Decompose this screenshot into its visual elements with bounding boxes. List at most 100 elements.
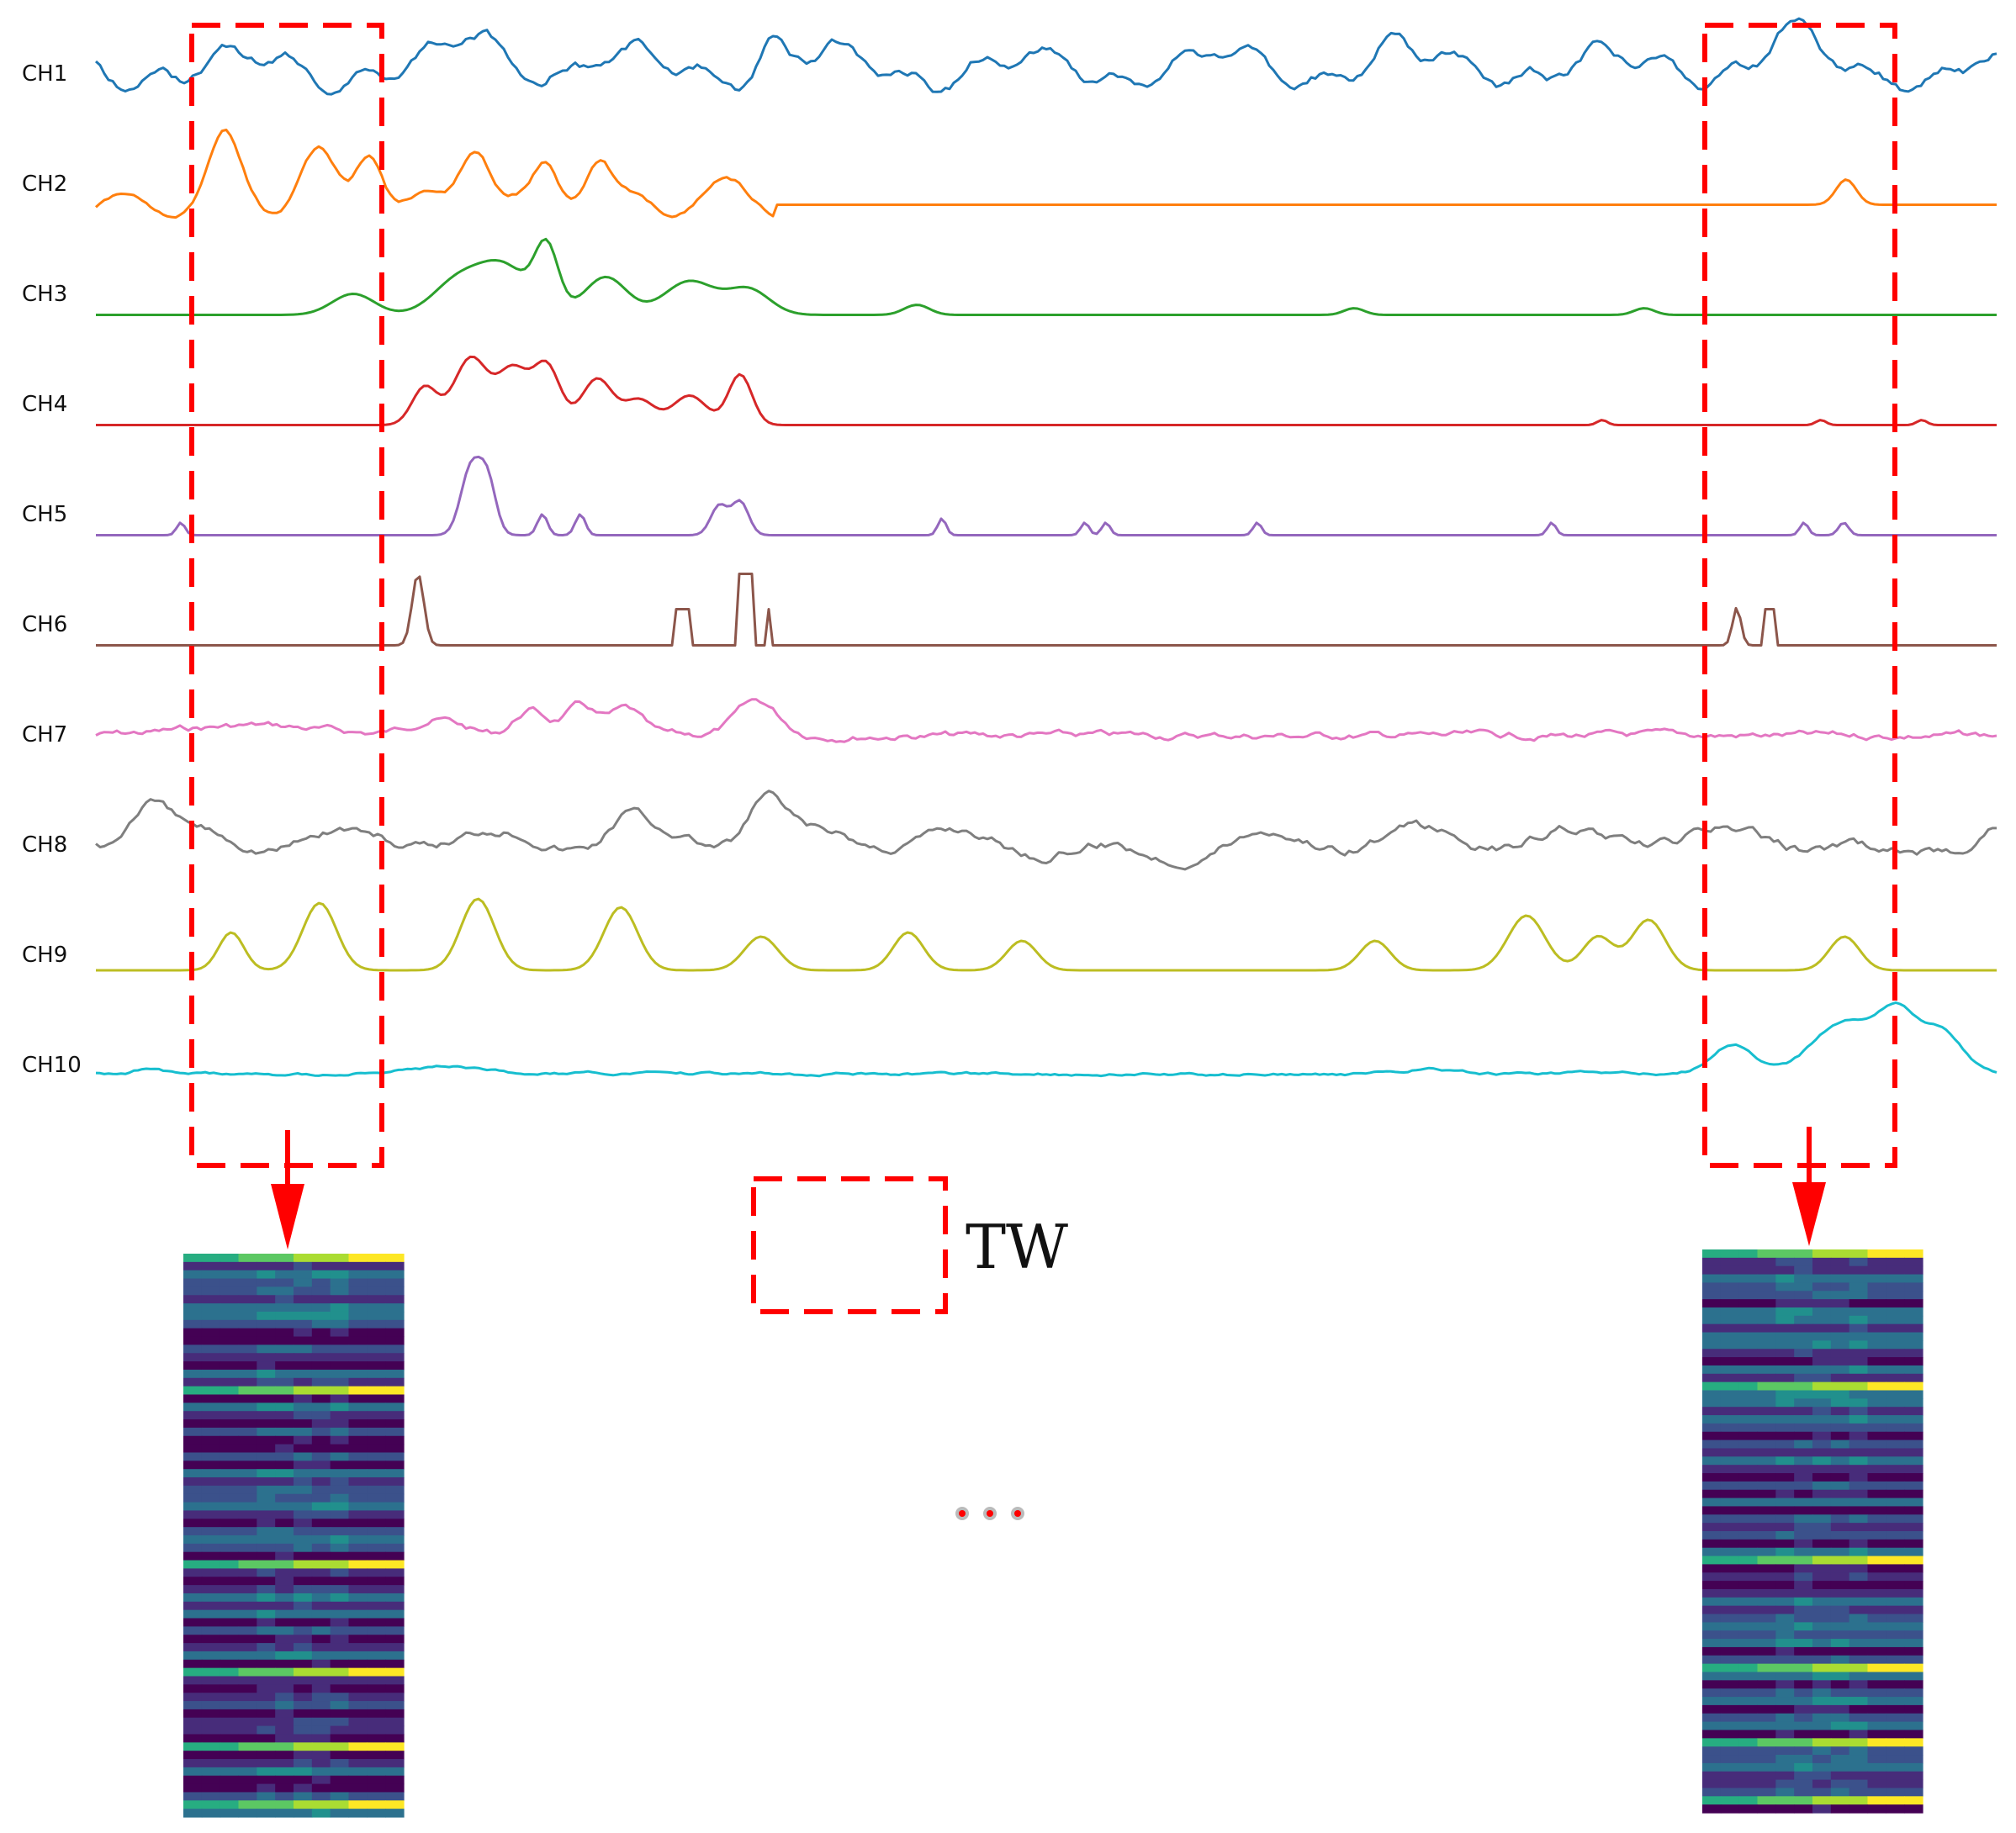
heatmap-cell bbox=[275, 1667, 294, 1677]
heatmap-cell bbox=[1830, 1680, 1850, 1689]
heatmap-cell bbox=[1775, 1506, 1795, 1515]
heatmap-cell bbox=[275, 1319, 294, 1329]
heatmap-cell bbox=[1867, 1398, 1886, 1408]
heatmap-cell bbox=[1904, 1746, 1923, 1756]
heatmap-cell bbox=[294, 1469, 313, 1478]
heatmap-cell bbox=[294, 1254, 313, 1263]
heatmap-cell bbox=[1904, 1506, 1923, 1515]
heatmap-cell bbox=[238, 1717, 257, 1727]
heatmap-cell bbox=[257, 1709, 276, 1719]
heatmap-cell bbox=[201, 1485, 221, 1495]
heatmap-cell bbox=[1720, 1291, 1740, 1300]
heatmap-cell bbox=[1794, 1804, 1813, 1814]
heatmap-cell bbox=[220, 1767, 240, 1777]
heatmap-cell bbox=[294, 1577, 313, 1586]
heatmap-cell bbox=[201, 1369, 221, 1379]
heatmap-cell bbox=[1867, 1556, 1886, 1566]
heatmap-cell bbox=[1794, 1349, 1813, 1358]
heatmap-cell bbox=[201, 1759, 221, 1768]
heatmap-cell bbox=[1738, 1448, 1759, 1457]
heatmap-cell bbox=[367, 1435, 386, 1445]
heatmap-cell bbox=[1738, 1762, 1759, 1772]
heatmap-cell bbox=[294, 1543, 313, 1553]
heatmap-cell bbox=[1757, 1274, 1776, 1284]
heatmap-cell bbox=[1867, 1439, 1886, 1450]
heatmap-cell bbox=[201, 1303, 221, 1313]
heatmap-cell bbox=[1904, 1473, 1923, 1482]
heatmap-cell bbox=[1738, 1672, 1759, 1681]
heatmap-cell bbox=[311, 1311, 331, 1321]
heatmap-cell bbox=[1775, 1755, 1795, 1764]
heatmap-cell bbox=[1904, 1373, 1923, 1383]
heatmap-cell bbox=[1794, 1315, 1813, 1325]
heatmap-cell bbox=[183, 1684, 203, 1693]
heatmap-cell bbox=[1904, 1423, 1923, 1433]
heatmap-cell bbox=[1812, 1257, 1832, 1267]
heatmap-cell bbox=[1702, 1473, 1722, 1482]
heatmap-cell bbox=[183, 1775, 203, 1785]
heatmap-cell bbox=[257, 1701, 276, 1710]
heatmap-cell bbox=[330, 1585, 350, 1594]
heatmap-cell bbox=[257, 1419, 276, 1429]
heatmap-cell bbox=[1775, 1448, 1795, 1457]
heatmap-cell bbox=[330, 1717, 350, 1727]
heatmap-cell bbox=[1720, 1581, 1740, 1590]
heatmap-cell bbox=[1757, 1663, 1776, 1673]
heatmap-cell bbox=[330, 1311, 350, 1321]
heatmap-cell bbox=[1830, 1291, 1850, 1300]
heatmap-cell bbox=[311, 1725, 331, 1735]
heatmap-cell bbox=[257, 1261, 276, 1271]
heatmap-cell bbox=[1812, 1697, 1832, 1706]
heatmap-cell bbox=[385, 1295, 405, 1304]
heatmap-cell bbox=[385, 1311, 405, 1321]
heatmap-cell bbox=[1904, 1721, 1923, 1731]
heatmap-cell bbox=[1720, 1539, 1740, 1549]
heatmap-cell bbox=[1904, 1688, 1923, 1698]
heatmap-cell bbox=[1812, 1514, 1832, 1524]
heatmap-cell bbox=[1867, 1265, 1886, 1276]
heatmap-cell bbox=[330, 1775, 350, 1785]
heatmap-cell bbox=[294, 1303, 313, 1313]
heatmap-cell bbox=[348, 1543, 368, 1553]
heatmap-cell bbox=[183, 1609, 203, 1619]
heatmap-cell bbox=[1867, 1498, 1886, 1508]
heatmap-cell bbox=[201, 1792, 221, 1801]
heatmap-cell bbox=[348, 1411, 368, 1420]
heatmap-cell bbox=[1794, 1323, 1813, 1334]
heatmap-cell bbox=[201, 1659, 221, 1669]
heatmap-cell bbox=[220, 1369, 240, 1379]
heatmap-cell bbox=[367, 1651, 386, 1661]
heatmap-cell bbox=[1886, 1704, 1905, 1714]
heatmap-cell bbox=[201, 1361, 221, 1371]
heatmap-cell bbox=[1904, 1646, 1923, 1656]
heatmap-cell bbox=[1757, 1282, 1776, 1292]
heatmap-cell bbox=[1812, 1439, 1832, 1450]
heatmap-cell bbox=[1794, 1547, 1813, 1557]
heatmap-cell bbox=[1812, 1373, 1832, 1383]
heatmap-cell bbox=[1904, 1697, 1923, 1706]
heatmap-cell bbox=[1867, 1423, 1886, 1433]
heatmap-cell bbox=[201, 1477, 221, 1487]
heatmap-cell bbox=[1812, 1307, 1832, 1317]
heatmap-cell bbox=[1757, 1373, 1776, 1383]
heatmap-cell bbox=[1738, 1788, 1759, 1797]
heatmap-cell bbox=[201, 1667, 221, 1677]
heatmap-cell bbox=[1849, 1249, 1869, 1259]
trace-ch10 bbox=[95, 1001, 1997, 1078]
heatmap-cell bbox=[1775, 1439, 1795, 1450]
heatmap-cell bbox=[385, 1618, 405, 1627]
heatmap-cell bbox=[238, 1676, 257, 1685]
heatmap-cell bbox=[201, 1527, 221, 1536]
heatmap-cell bbox=[275, 1485, 294, 1495]
heatmap-cell bbox=[257, 1775, 276, 1785]
heatmap-cell bbox=[1794, 1365, 1813, 1375]
heatmap-cell bbox=[294, 1751, 313, 1760]
heatmap-cell bbox=[201, 1676, 221, 1685]
heatmap-cell bbox=[257, 1477, 276, 1487]
heatmap-cell bbox=[220, 1577, 240, 1586]
heatmap-cell bbox=[257, 1295, 276, 1304]
heatmap-cell bbox=[348, 1261, 368, 1271]
heatmap-cell bbox=[311, 1303, 331, 1313]
heatmap-cell bbox=[1720, 1299, 1740, 1308]
heatmap-cell bbox=[1794, 1299, 1813, 1308]
